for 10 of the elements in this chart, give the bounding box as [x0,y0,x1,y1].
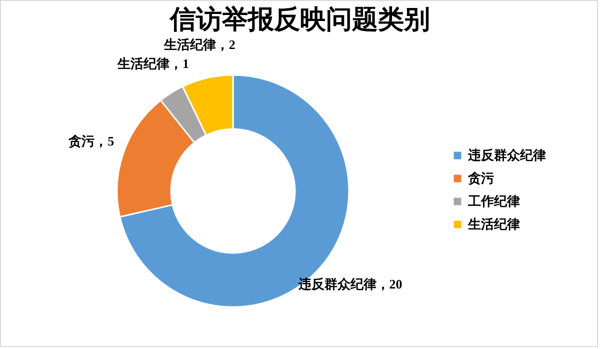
data-label: 贪污，5 [68,133,115,148]
legend-label: 贪污 [467,170,494,186]
legend-label: 违反群众纪律 [467,148,546,162]
legend-label: 工作纪律 [467,194,520,208]
legend-label: 生活纪律 [467,216,520,232]
chart-title: 信访举报反映问题类别 [169,5,430,34]
data-label: 违反群众纪律，20 [297,276,402,292]
donut-slice [119,74,350,308]
data-label: 生活纪律，2 [162,36,236,52]
data-label: 生活纪律，1 [116,56,189,71]
